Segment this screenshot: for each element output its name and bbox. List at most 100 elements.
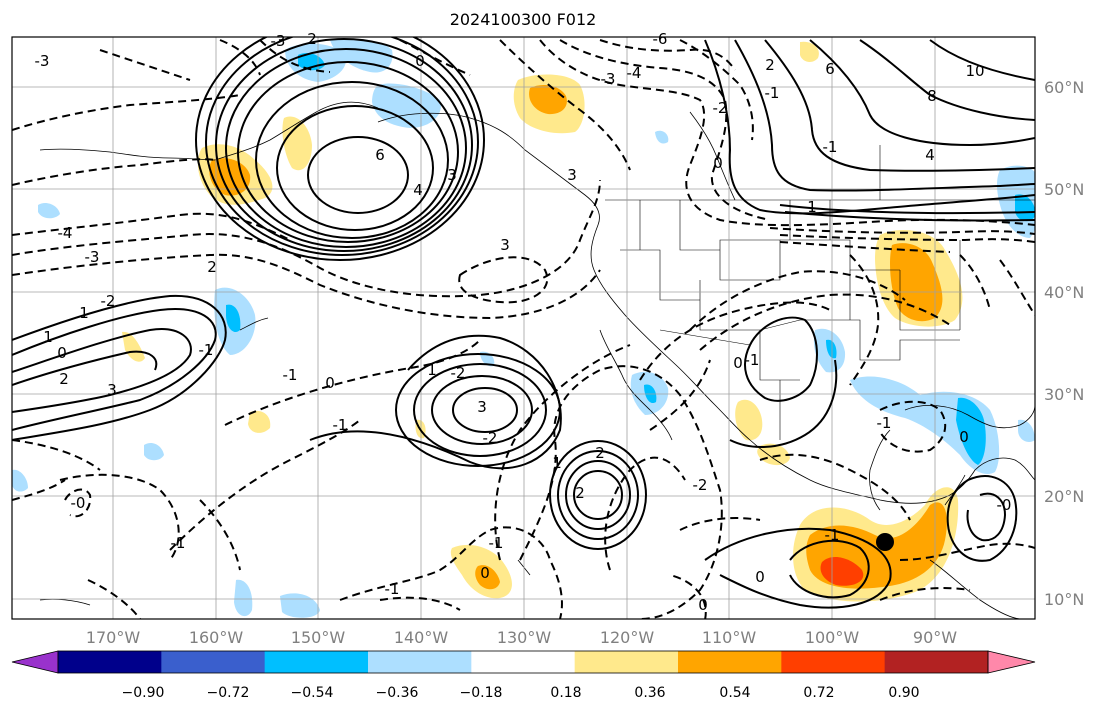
negative-shade-area bbox=[12, 469, 28, 492]
colorbar-tick-label: 0.18 bbox=[550, 685, 581, 701]
lon-label: 160°W bbox=[189, 628, 244, 647]
positive-shade-area bbox=[757, 443, 790, 466]
positive-contours bbox=[12, 37, 1035, 609]
negative-shade-area bbox=[956, 397, 986, 465]
latitude-labels: 60°N 50°N 40°N 30°N 20°N 10°N bbox=[1044, 78, 1084, 609]
contour-label: 1 bbox=[807, 198, 817, 216]
colorbar-segment bbox=[368, 651, 472, 673]
contour-label: 3 bbox=[477, 398, 487, 416]
negative-shade-area bbox=[234, 579, 253, 617]
longitude-labels: 170°W 160°W 150°W 140°W 130°W 120°W 110°… bbox=[86, 628, 957, 647]
contour-label: -1 bbox=[765, 84, 780, 102]
negative-shade-area bbox=[655, 130, 669, 144]
contour-label: 0 bbox=[57, 344, 67, 362]
colorbar-tick-label: −0.18 bbox=[460, 685, 503, 701]
colorbar-tick-label: −0.72 bbox=[207, 685, 250, 701]
negative-shade-area bbox=[1015, 194, 1035, 222]
colorbar-tick-labels: −0.90 −0.72 −0.54 −0.36 −0.18 0.18 0.36 … bbox=[122, 685, 920, 701]
positive-shade-area bbox=[529, 84, 567, 115]
positive-shade-area bbox=[820, 556, 864, 586]
colorbar-tick-label: −0.54 bbox=[291, 685, 334, 701]
contour-label: 0 bbox=[480, 564, 490, 582]
contour-label: -2 bbox=[483, 429, 498, 447]
lon-label: 130°W bbox=[497, 628, 552, 647]
negative-shade-area bbox=[280, 593, 320, 618]
positive-shade-area bbox=[800, 41, 819, 62]
colorbar-tick-label: −0.90 bbox=[122, 685, 165, 701]
colorbar-tick-label: −0.36 bbox=[376, 685, 419, 701]
lon-label: 90°W bbox=[913, 628, 957, 647]
map-frame bbox=[11, 36, 1036, 620]
contour-label: 0 bbox=[325, 374, 335, 392]
colorbar-segment bbox=[471, 651, 576, 673]
contour-label: -2 bbox=[101, 292, 116, 310]
colorbar-min-extend bbox=[11, 650, 59, 674]
contour-label: -0 bbox=[71, 494, 86, 512]
contour-label: -1 bbox=[825, 526, 840, 544]
contour-label: 1 bbox=[552, 454, 562, 472]
contour-label: 6 bbox=[825, 60, 835, 78]
contour-label: -1 bbox=[877, 414, 892, 432]
contour-label: -1 bbox=[199, 341, 214, 359]
positive-shade-area bbox=[475, 565, 500, 590]
contour-label: -1 bbox=[745, 351, 760, 369]
colorbar-tick-label: 0.72 bbox=[803, 685, 834, 701]
contour-label: 2 bbox=[595, 444, 605, 462]
lat-label: 40°N bbox=[1044, 283, 1084, 302]
colorbar-tick-label: 0.90 bbox=[888, 685, 919, 701]
lon-label: 170°W bbox=[86, 628, 141, 647]
contour-label: -3 bbox=[35, 52, 50, 70]
vertical-motion-shading bbox=[12, 38, 1035, 618]
negative-contours bbox=[12, 39, 1035, 619]
negative-shade-area bbox=[330, 38, 393, 73]
colorbar-segment bbox=[574, 651, 679, 673]
contour-label: 0 bbox=[698, 596, 708, 614]
lon-label: 110°W bbox=[702, 628, 757, 647]
positive-shade-area bbox=[282, 116, 312, 171]
colorbar bbox=[11, 650, 1036, 674]
colorbar-segment bbox=[781, 651, 886, 673]
contour-label: 3 bbox=[500, 236, 510, 254]
map-title: 2024100300 F012 bbox=[449, 10, 597, 29]
contour-label: -0 bbox=[997, 496, 1012, 514]
lat-label: 60°N bbox=[1044, 78, 1084, 97]
colorbar-segment bbox=[161, 651, 266, 673]
contour-label: 3 bbox=[447, 166, 457, 184]
map-content bbox=[12, 37, 1035, 619]
colorbar-segment bbox=[678, 651, 782, 673]
contour-label: 2 bbox=[59, 370, 69, 388]
lat-label: 50°N bbox=[1044, 180, 1084, 199]
contour-label: -3 bbox=[601, 70, 616, 88]
contour-label: 0 bbox=[755, 568, 765, 586]
contour-label: -2 bbox=[693, 476, 708, 494]
contour-label: 8 bbox=[927, 87, 937, 105]
contour-label: 0 bbox=[415, 52, 425, 70]
negative-shade-area bbox=[144, 443, 164, 461]
negative-shade-area bbox=[826, 339, 837, 359]
contour-label: -1 bbox=[823, 138, 838, 156]
contour-label: 3 bbox=[567, 166, 577, 184]
colorbar-segment bbox=[264, 651, 369, 673]
contour-label: -6 bbox=[653, 30, 668, 48]
lon-label: 150°W bbox=[291, 628, 346, 647]
negative-shade-area bbox=[1018, 419, 1035, 442]
contour-label: 4 bbox=[925, 146, 935, 164]
contour-label: 0 bbox=[713, 154, 723, 172]
contour-label: 6 bbox=[375, 146, 385, 164]
contour-label: -4 bbox=[58, 224, 73, 242]
storm-center-dot bbox=[876, 533, 894, 551]
contour-label: 4 bbox=[413, 181, 423, 199]
contour-label: -2 bbox=[713, 99, 728, 117]
colorbar-segment bbox=[884, 651, 989, 673]
contour-label: 1 bbox=[79, 304, 89, 322]
positive-shade-area bbox=[890, 243, 943, 322]
colorbar-tick-label: 0.54 bbox=[719, 685, 750, 701]
lon-label: 140°W bbox=[394, 628, 449, 647]
contour-label: 0 bbox=[733, 354, 743, 372]
contour-label: 10 bbox=[965, 62, 984, 80]
contour-label: 2 bbox=[575, 484, 585, 502]
contour-label: -3 bbox=[271, 32, 286, 50]
colorbar-max-extend bbox=[987, 650, 1036, 674]
